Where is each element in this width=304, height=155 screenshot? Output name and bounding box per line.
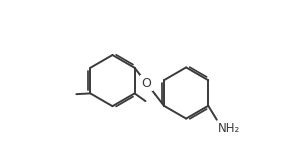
Text: NH₂: NH₂	[218, 122, 240, 135]
Text: O: O	[141, 77, 151, 89]
